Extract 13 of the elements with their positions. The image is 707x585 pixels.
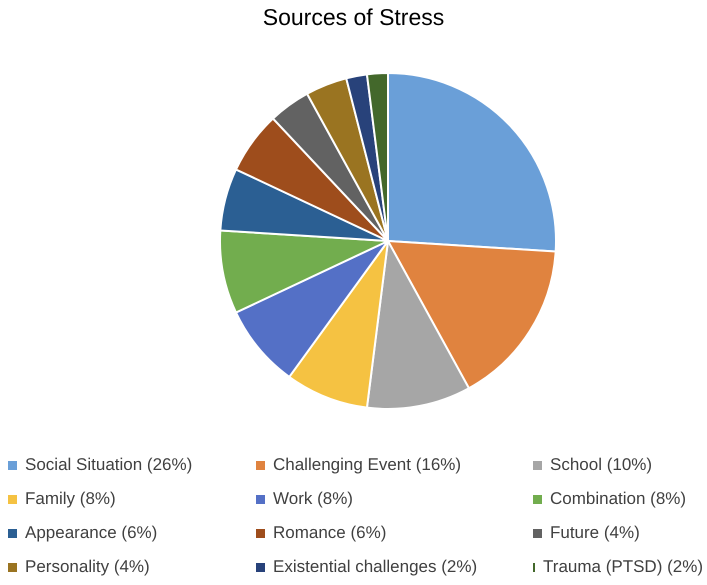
legend-label: Trauma (PTSD) (2%) xyxy=(543,557,703,577)
legend-label: Personality (4%) xyxy=(25,557,150,577)
legend-label: Family (8%) xyxy=(25,489,116,509)
legend-label: Romance (6%) xyxy=(273,523,386,543)
legend-label: Combination (8%) xyxy=(550,489,686,509)
legend-label: School (10%) xyxy=(550,455,652,475)
legend-label: Appearance (6%) xyxy=(25,523,158,543)
chart-title: Sources of Stress xyxy=(262,4,446,31)
legend-label: Existential challenges (2%) xyxy=(273,557,478,577)
legend-label: Future (4%) xyxy=(550,523,640,543)
legend-label: Challenging Event (16%) xyxy=(273,455,462,475)
legend-label: Social Situation (26%) xyxy=(25,455,192,475)
legend-label: Work (8%) xyxy=(273,489,353,509)
